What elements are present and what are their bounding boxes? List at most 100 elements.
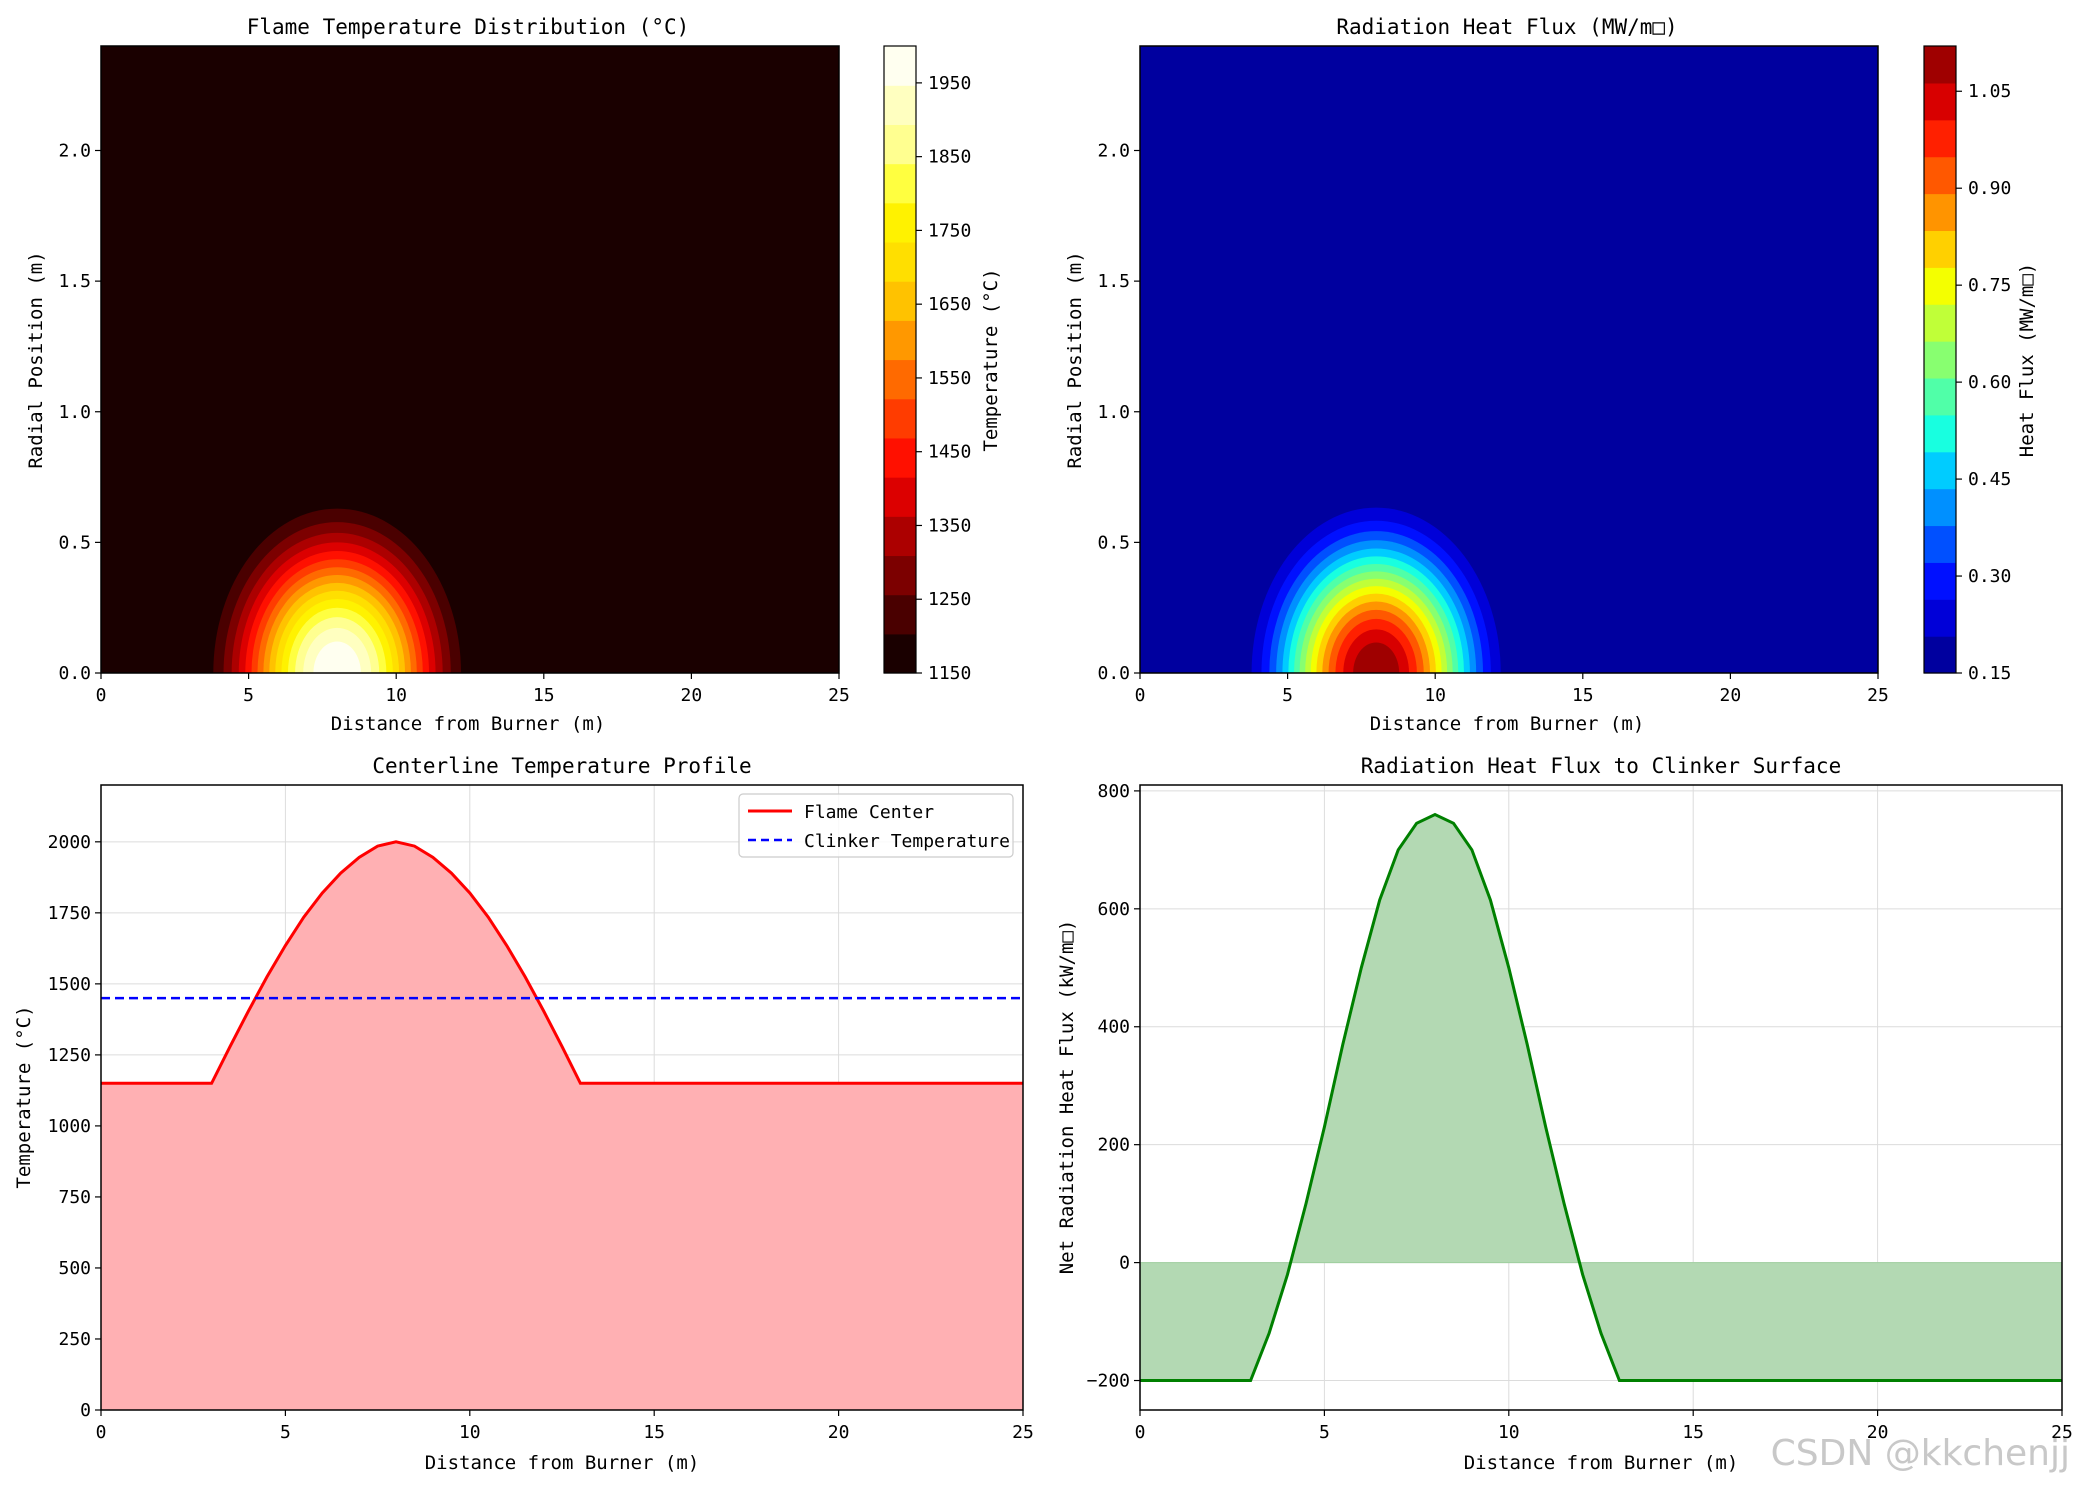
x-tick-label: 10 (385, 685, 407, 706)
centerline-temperature-panel: Centerline Temperature Profile 0 5 10 15 20 2… (13, 754, 1034, 1474)
temperature-colorbar-swatch (884, 516, 916, 557)
heat-flux-colorbar-ticks: 0.15 0.30 0.45 0.60 0.75 0.90 1.05 (1956, 81, 2011, 684)
temperature-heatmap-frame (100, 45, 840, 674)
colorbar-tick-label: 0.75 (1968, 275, 2011, 296)
temperature-colorbar-swatch (884, 398, 916, 439)
x-tick-label: 20 (1867, 1422, 1889, 1443)
y-tick-label: 200 (1097, 1135, 1130, 1156)
heat-flux-heatmap-plot-area (1140, 46, 1878, 673)
x-tick-label: 0 (96, 1422, 107, 1443)
y-tick-label: 2000 (48, 832, 91, 853)
colorbar-tick-label: 1.05 (1968, 81, 2011, 102)
heat-flux-colorbar (1924, 46, 1956, 674)
temperature-colorbar-swatch (884, 594, 916, 635)
colorbar-tick-label: 1650 (928, 294, 971, 315)
x-tick-label: 5 (243, 685, 254, 706)
clinker-heat-flux-y-ticks: −200 0 200 400 600 800 (1087, 781, 1140, 1392)
heat-flux-colorbar-swatch (1924, 341, 1956, 379)
y-tick-label: 600 (1097, 899, 1130, 920)
temperature-colorbar-swatch (884, 124, 916, 165)
temperature-heatmap-panel: Flame Temperature Distribution (°C) 0 5 10… (25, 15, 1002, 735)
centerline-temperature-title: Centerline Temperature Profile (372, 754, 751, 778)
colorbar-tick-label: 1550 (928, 368, 971, 389)
temperature-colorbar-swatch (884, 320, 916, 361)
colorbar-tick-label: 0.90 (1968, 178, 2011, 199)
y-tick-label: 750 (58, 1187, 91, 1208)
temperature-heatmap-x-label: Distance from Burner (m) (331, 713, 606, 735)
centerline-temperature-y-label: Temperature (°C) (13, 1005, 35, 1188)
temperature-colorbar-frame (883, 45, 917, 674)
heat-flux-heatmap-x-label: Distance from Burner (m) (1370, 713, 1645, 735)
heat-flux-colorbar-swatch (1924, 46, 1956, 84)
clinker-heat-flux-frame (1139, 784, 2063, 1411)
legend-clinker-temperature-label: Clinker Temperature (804, 831, 1010, 852)
x-tick-label: 15 (643, 1422, 665, 1443)
temperature-colorbar-swatch (884, 633, 916, 674)
heat-flux-contours (1251, 507, 1501, 673)
x-tick-label: 25 (828, 685, 850, 706)
heat-flux-colorbar-swatch (1924, 230, 1956, 268)
colorbar-tick-label: 0.30 (1968, 566, 2011, 587)
heat-flux-colorbar-swatch (1924, 82, 1956, 121)
x-tick-label: 0 (1135, 685, 1146, 706)
heat-flux-heatmap-x-ticks: 0 5 10 15 20 25 (1135, 673, 1889, 706)
heat-flux-colorbar-swatch (1924, 451, 1956, 490)
temperature-colorbar-swatch (884, 46, 916, 86)
y-tick-label: 0.5 (1097, 532, 1130, 553)
colorbar-tick-label: 1950 (928, 73, 971, 94)
heat-flux-colorbar-swatch (1924, 599, 1956, 637)
heat-flux-colorbar-swatch (1924, 414, 1956, 453)
watermark: CSDN @kkchenjj (1771, 1433, 2070, 1474)
heat-flux-colorbar-swatch (1924, 267, 1956, 305)
x-tick-label: 10 (1424, 685, 1446, 706)
heat-flux-colorbar-swatch (1924, 156, 1956, 195)
colorbar-tick-label: 1850 (928, 147, 971, 168)
heat-flux-colorbar-swatch (1924, 525, 1956, 563)
flame-center-fill (101, 841, 1023, 1410)
x-tick-label: 10 (1498, 1422, 1520, 1443)
heat-flux-colorbar-swatch (1924, 488, 1956, 527)
temperature-colorbar-swatch (884, 85, 916, 125)
clinker-heat-flux-y-label: Net Radiation Heat Flux (kW/m□) (1056, 920, 1078, 1275)
legend-flame-center-label: Flame Center (804, 802, 934, 823)
centerline-temperature-frame (100, 784, 1024, 1411)
x-tick-label: 0 (96, 685, 107, 706)
temperature-colorbar-ticks: 1150 1250 1350 1450 1550 1650 1750 1850 1950 (916, 73, 971, 684)
colorbar-tick-label: 1350 (928, 515, 971, 536)
x-tick-label: 15 (1572, 685, 1594, 706)
y-tick-label: 2.0 (1097, 141, 1130, 162)
heat-flux-colorbar-swatch (1924, 636, 1956, 674)
clinker-heat-flux-x-label: Distance from Burner (m) (1464, 1452, 1739, 1474)
y-tick-label: 1250 (48, 1045, 91, 1066)
temperature-heatmap-x-ticks: 0 5 10 15 20 25 (96, 673, 850, 706)
x-tick-label: 15 (1682, 1422, 1704, 1443)
temperature-colorbar-swatch (884, 359, 916, 400)
centerline-temperature-legend: Flame Center Clinker Temperature (738, 793, 1014, 858)
heat-flux-heatmap-frame (1139, 45, 1879, 674)
x-tick-label: 0 (1135, 1422, 1146, 1443)
y-tick-label: 1.5 (1097, 271, 1130, 292)
colorbar-tick-label: 0.15 (1968, 663, 2011, 684)
clinker-heat-flux-x-ticks: 0 5 10 15 20 25 (1135, 1410, 2073, 1443)
heat-flux-heatmap-y-label: Radial Position (m) (1064, 251, 1086, 468)
colorbar-tick-label: 0.60 (1968, 372, 2011, 393)
y-tick-label: 800 (1097, 781, 1130, 802)
temperature-colorbar-swatch (884, 555, 916, 596)
y-tick-label: 1750 (48, 903, 91, 924)
y-tick-label: 2.0 (58, 141, 91, 162)
heat-flux-colorbar-swatch (1924, 377, 1956, 416)
temperature-colorbar-swatch (884, 163, 916, 204)
temperature-heatmap-plot-area (101, 46, 839, 673)
clinker-heat-flux-panel: Radiation Heat Flux to Clinker Surface 0… (1056, 754, 2073, 1474)
x-tick-label: 5 (280, 1422, 291, 1443)
temperature-contour-level-15 (313, 641, 361, 673)
y-tick-label: 1.0 (58, 402, 91, 423)
colorbar-tick-label: 0.45 (1968, 469, 2011, 490)
x-tick-label: 5 (1319, 1422, 1330, 1443)
heat-flux-heatmap-title: Radiation Heat Flux (MW/m□) (1336, 15, 1677, 39)
centerline-temperature-x-label: Distance from Burner (m) (425, 1452, 700, 1474)
x-tick-label: 20 (828, 1422, 850, 1443)
temperature-heatmap-y-ticks: 0.0 0.5 1.0 1.5 2.0 (58, 141, 101, 684)
colorbar-tick-label: 1450 (928, 442, 971, 463)
heat-flux-heatmap-y-ticks: 0.0 0.5 1.0 1.5 2.0 (1097, 141, 1140, 684)
